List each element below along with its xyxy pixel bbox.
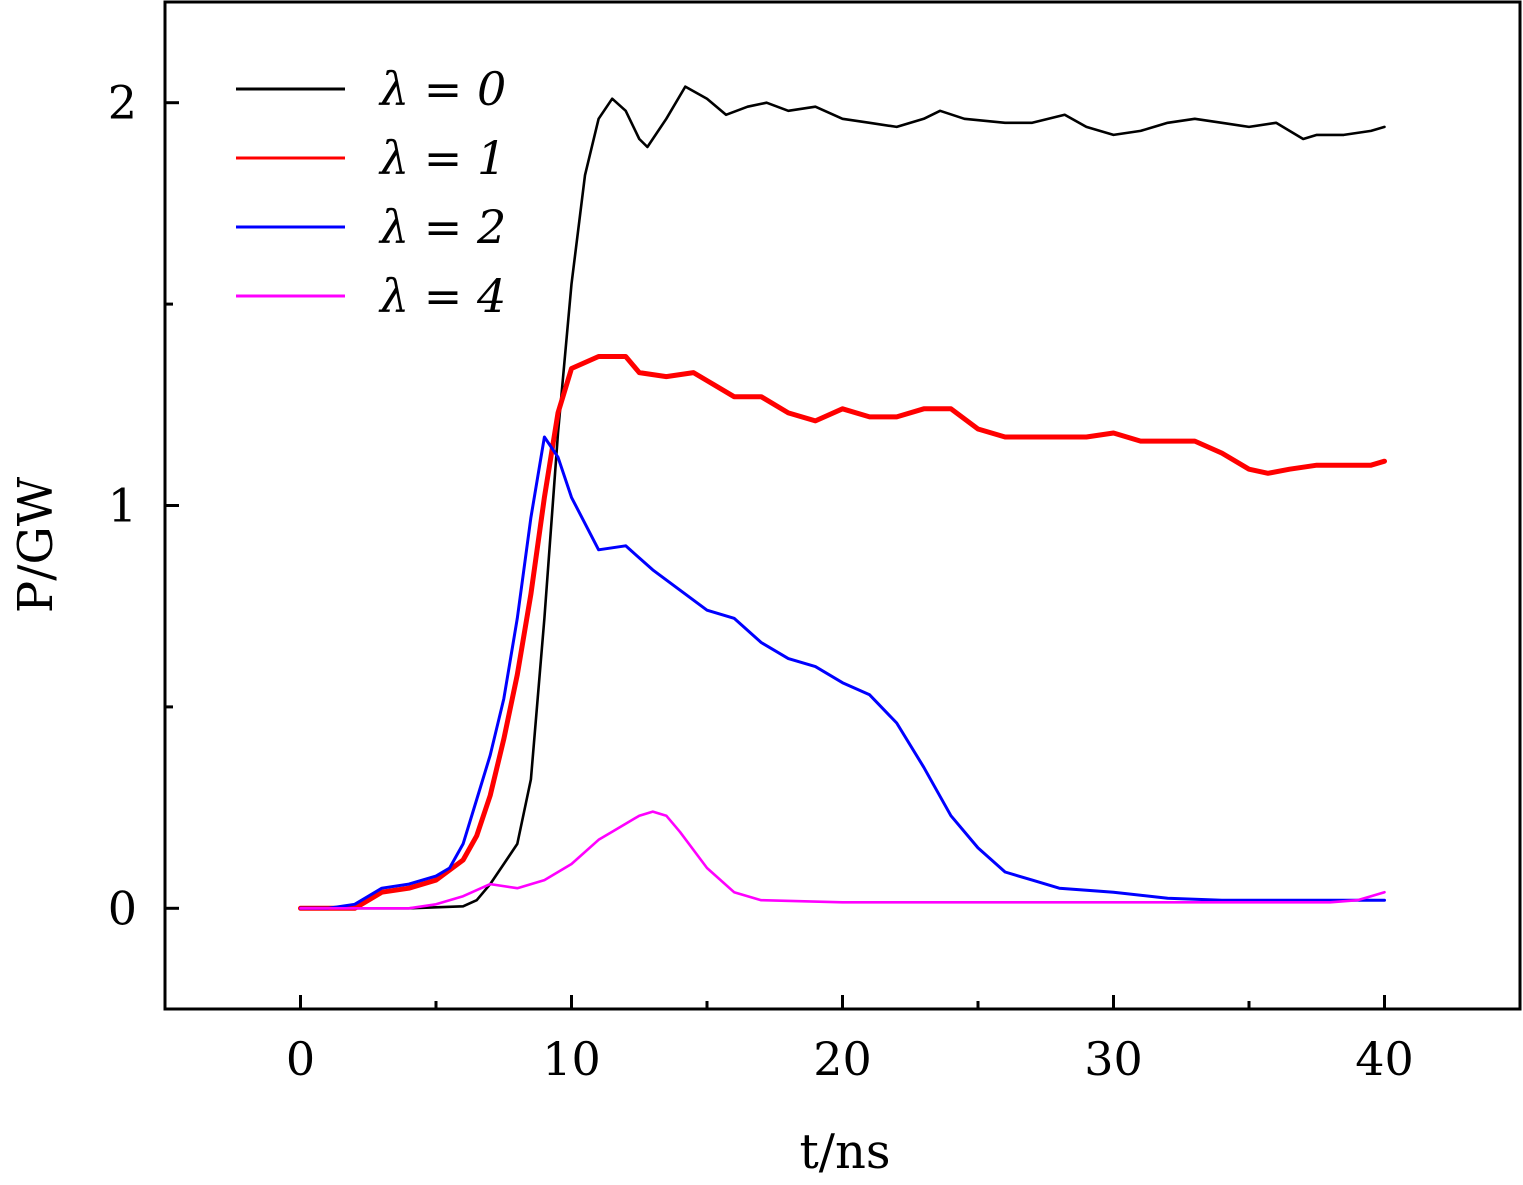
x-tick-label: 30 — [1084, 1032, 1143, 1086]
x-tick-label: 0 — [286, 1032, 315, 1086]
axis-tick-labels: 0 10 20 30 40 0 1 2 — [108, 76, 1414, 1086]
legend-label: λ = 4 — [378, 269, 506, 323]
legend-label: λ = 2 — [378, 200, 506, 254]
series-line — [299, 85, 1386, 910]
axis-ticks — [165, 101, 1386, 1009]
y-tick-label: 1 — [108, 479, 137, 533]
x-tick-label: 10 — [542, 1032, 601, 1086]
x-axis-label: t/ns — [799, 1124, 890, 1180]
plot-frame — [163, 0, 1522, 1011]
x-tick-label: 40 — [1355, 1032, 1414, 1086]
legend-label: λ = 0 — [378, 62, 506, 116]
y-tick-label: 2 — [108, 76, 137, 130]
series-layer — [298, 85, 1387, 911]
series-line — [299, 435, 1386, 910]
x-tick-label: 20 — [813, 1032, 872, 1086]
legend-label: λ = 1 — [378, 131, 506, 185]
y-axis-label: P/GW — [8, 476, 64, 613]
legend: λ = 0 λ = 1 λ = 2 λ = 4 — [236, 62, 506, 323]
y-tick-label: 0 — [108, 881, 137, 935]
series-line — [298, 354, 1387, 911]
series-line — [299, 810, 1386, 910]
